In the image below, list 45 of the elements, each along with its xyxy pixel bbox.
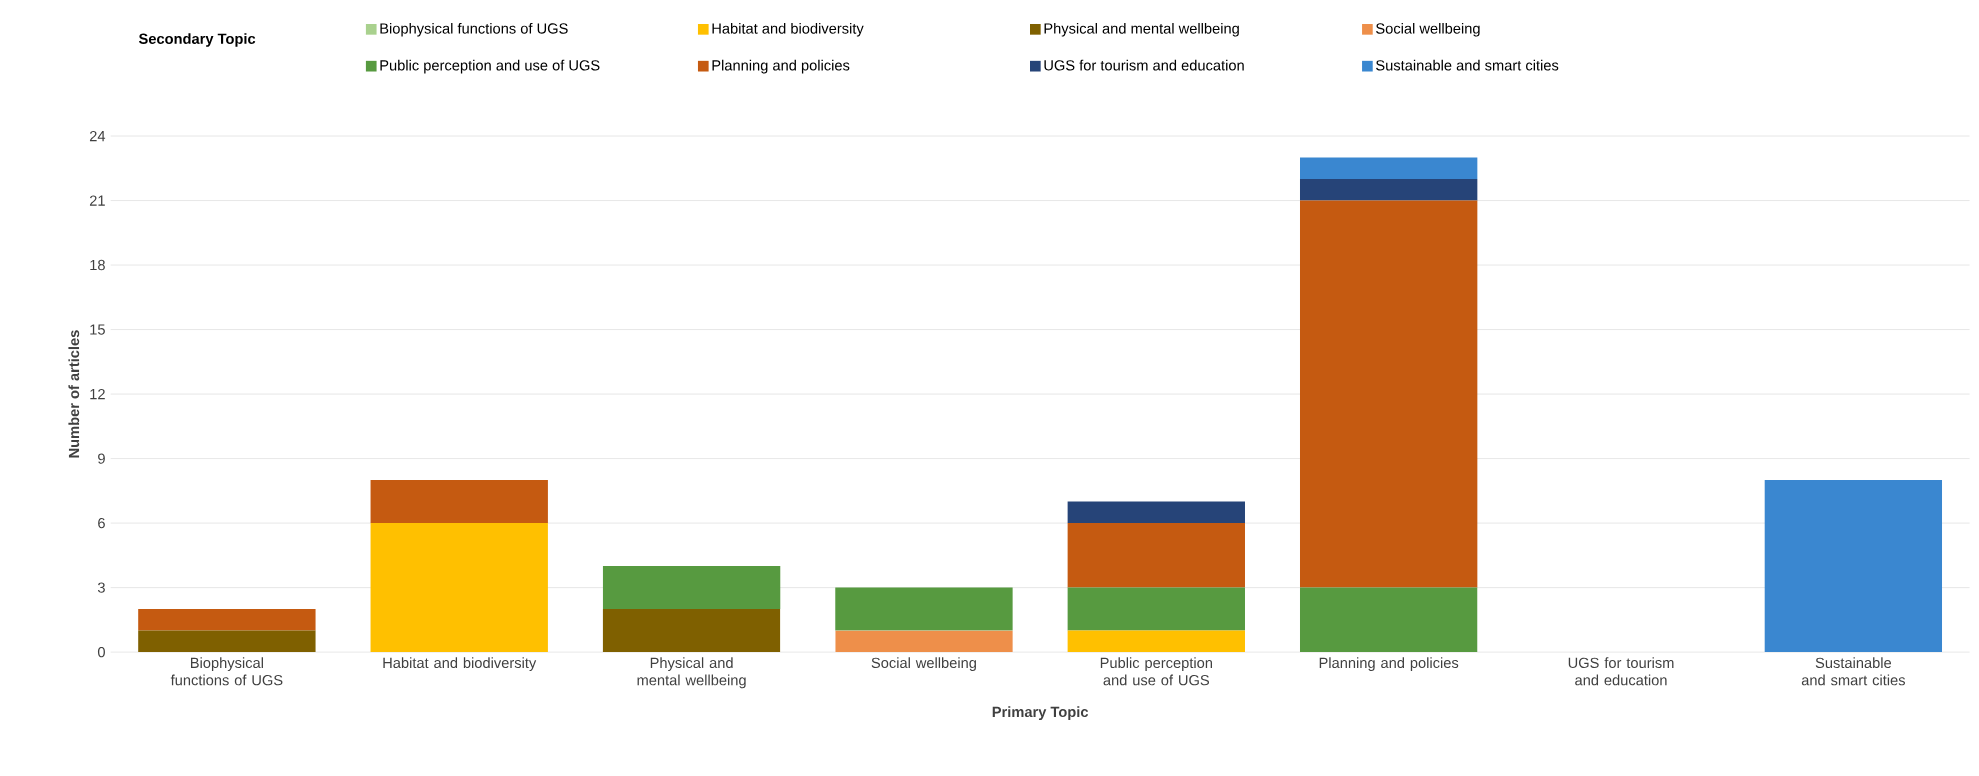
y-tick-label: 9: [98, 453, 105, 464]
y-tick-label: 3: [97, 582, 105, 593]
x-axis-title: Primary Topic: [992, 706, 1089, 720]
bar: [835, 630, 1013, 653]
x-tick-label: Social wellbeing: [871, 657, 976, 671]
bar: [1299, 587, 1478, 653]
y-tick-label: 12: [90, 388, 105, 400]
y-tick-label: 18: [90, 259, 105, 271]
bar: [1299, 157, 1478, 179]
bar: [370, 480, 548, 524]
bar: [602, 609, 781, 653]
x-tick-label: UGS for tourism and education: [1568, 657, 1674, 686]
x-tick-label: Sustainable and smart cities: [1801, 657, 1905, 686]
y-tick-label: 15: [90, 324, 105, 335]
legend-label: Social wellbeing: [1376, 22, 1480, 37]
legend-label: Physical and mental wellbeing: [1044, 22, 1239, 37]
x-tick-label: Planning and policies: [1319, 657, 1459, 671]
legend-label: Planning and policies: [712, 59, 850, 74]
legend-label: Biophysical functions of UGS: [380, 22, 568, 37]
bar: [1299, 200, 1478, 588]
bar: [1067, 630, 1245, 653]
legend-label: Sustainable and smart cities: [1376, 59, 1559, 71]
x-tick-label: Biophysical functions of UGS: [170, 657, 283, 686]
x-tick-label: Physical and mental wellbeing: [637, 657, 746, 689]
bar: [1764, 480, 1943, 653]
y-tick-label: 21: [89, 195, 105, 206]
legend-label: Public perception and use of UGS: [380, 59, 600, 74]
bar: [1067, 501, 1245, 524]
legend-label: UGS for tourism and education: [1044, 59, 1244, 71]
x-tick-label: Habitat and biodiversity: [383, 657, 537, 671]
x-tick-label: Public perception and use of UGS: [1100, 657, 1212, 686]
legend-title: Secondary Topic: [138, 33, 256, 47]
y-tick-label: 24: [89, 130, 106, 142]
bar: [1067, 587, 1245, 631]
bar: [370, 523, 548, 653]
bar: [602, 566, 781, 610]
bar: [138, 630, 316, 653]
bar: [1067, 523, 1245, 588]
legend-label: Habitat and biodiversity: [712, 22, 864, 37]
y-axis-title: Number of articles: [68, 330, 80, 458]
bar: [138, 609, 316, 631]
y-tick-label: 6: [98, 517, 105, 529]
bar: [835, 587, 1013, 631]
y-tick-label: 0: [97, 646, 105, 658]
bar: [1299, 178, 1478, 201]
